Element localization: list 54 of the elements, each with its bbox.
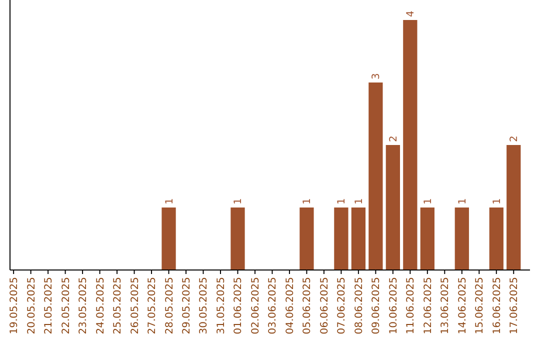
x-tick-label: 21.05.2025 [44,277,55,334]
x-tick-label: 06.06.2025 [319,277,330,334]
x-tick-label: 15.06.2025 [474,277,486,334]
x-tick-label: 03.06.2025 [268,277,279,334]
x-tick-label: 05.06.2025 [302,277,314,334]
bar [454,208,469,270]
bar [230,208,245,270]
x-tick-label: 10.06.2025 [388,277,400,334]
x-tick-label: 09.06.2025 [371,277,382,334]
x-tick-label: 11.06.2025 [406,277,417,334]
data-label: 1 [422,198,434,204]
bar [420,208,434,270]
x-tick-label: 17.06.2025 [509,277,520,334]
x-tick-label: 04.06.2025 [284,277,296,334]
data-label: 1 [457,198,468,204]
bar [334,208,348,270]
data-label: 1 [492,198,503,204]
bar [403,20,418,270]
data-label: 1 [164,198,176,204]
x-tick-label: 28.05.2025 [164,277,176,334]
bar [162,208,176,270]
x-tick-label: 07.06.2025 [336,277,348,334]
data-label: 2 [388,136,400,142]
data-label: 3 [371,73,382,80]
x-tick-label: 31.05.2025 [216,277,227,334]
x-tick-label: 16.06.2025 [492,277,503,334]
data-label: 1 [233,198,244,204]
bar [351,208,366,270]
data-label: 2 [509,136,520,142]
x-tick-label: 14.06.2025 [457,277,468,334]
x-tick-label: 13.06.2025 [440,277,452,334]
data-label: 4 [406,10,417,17]
x-tick-label: 19.05.2025 [9,277,20,334]
x-tick-label: 12.06.2025 [422,277,434,334]
x-tick-label: 24.05.2025 [95,277,106,334]
x-tick-label: 08.06.2025 [354,277,365,334]
data-label: 1 [302,198,314,204]
data-label: 1 [336,198,348,204]
x-tick-label: 29.05.2025 [182,277,193,334]
bar [506,145,521,270]
bar [300,208,314,270]
x-tick-label: 26.05.2025 [130,277,141,334]
x-tick-label: 25.05.2025 [112,277,124,334]
x-tick-label: 27.05.2025 [147,277,158,334]
bar [386,145,400,270]
bar [368,82,383,270]
x-tick-label: 01.06.2025 [233,277,244,334]
x-tick-label: 02.06.2025 [250,277,262,334]
x-tick-label: 20.05.2025 [26,277,38,334]
x-tick-label: 22.05.2025 [60,277,72,334]
x-tick-label: 23.05.2025 [78,277,90,334]
bar [489,208,504,270]
x-tick-label: 30.05.2025 [198,277,210,334]
data-label: 1 [354,198,365,204]
